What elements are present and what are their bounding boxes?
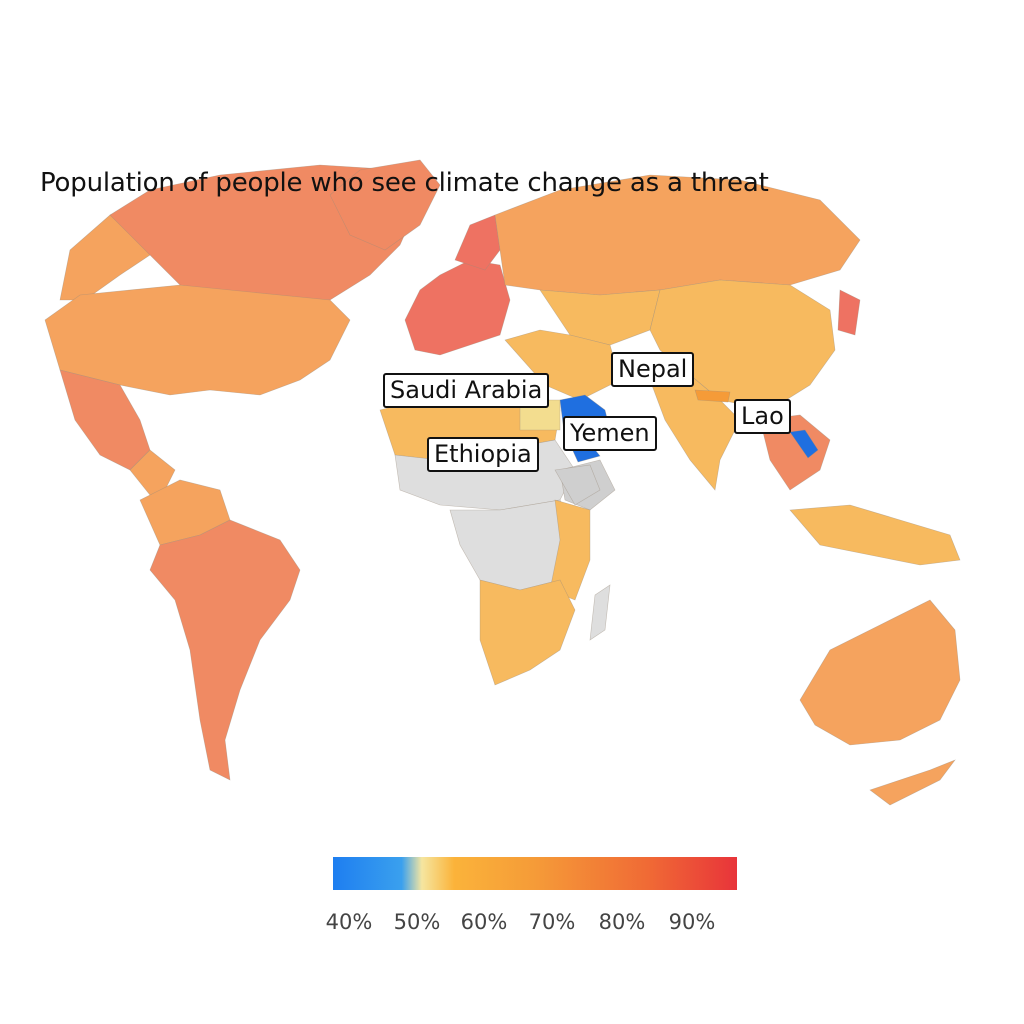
region-china (649, 279, 836, 411)
region-ethiopia (554, 464, 601, 506)
region-southern-africa (479, 579, 576, 686)
region-lao (789, 429, 819, 459)
callout-ethiopia: Ethiopia (427, 437, 539, 472)
callout-yemen: Yemen (563, 416, 657, 451)
region-central-america (129, 449, 176, 496)
region-japan (837, 289, 861, 336)
region-scandinavia (454, 214, 501, 271)
region-indonesia (789, 504, 961, 566)
region-greenland (329, 159, 441, 251)
legend-tick-60: 60% (460, 910, 508, 934)
region-australia (799, 599, 961, 746)
region-india (649, 374, 741, 491)
region-south-america (149, 519, 301, 781)
legend-tick-50: 50% (393, 910, 441, 934)
callout-lao: Lao (734, 399, 791, 434)
legend-tick-90: 90% (668, 910, 716, 934)
legend-tick-80: 80% (598, 910, 646, 934)
legend-tick-40: 40% (325, 910, 373, 934)
region-nepal (694, 389, 731, 403)
region-new-zealand (869, 759, 956, 806)
region-east-africa (549, 499, 591, 601)
map-title: Population of people who see climate cha… (40, 168, 769, 198)
legend-color-bar (333, 857, 737, 890)
region-europe (404, 259, 511, 356)
legend-tick-70: 70% (528, 910, 576, 934)
callout-nepal: Nepal (611, 352, 695, 387)
region-madagascar (589, 584, 611, 641)
callout-saudi-arabia: Saudi Arabia (383, 373, 550, 408)
